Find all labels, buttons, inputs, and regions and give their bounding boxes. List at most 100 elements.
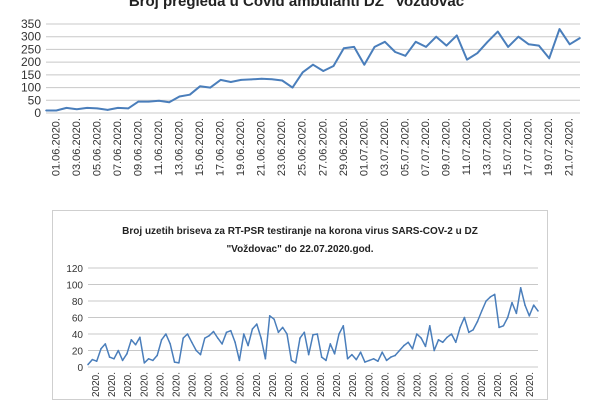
c2-data-point (433, 349, 435, 352)
c2-y-tick-label: 100 (66, 281, 83, 292)
c1-x-tick-label: 01.07.2020. (358, 118, 370, 176)
c1-x-tick-label: 09.06.2020. (132, 118, 144, 176)
c1-x-tick-label: 15.07.2020. (502, 118, 514, 176)
c2-y-tick-label: 120 (66, 264, 83, 275)
c1-data-point (445, 44, 448, 47)
c2-data-point (316, 333, 319, 335)
c2-data-point (485, 300, 487, 302)
c2-data-point (442, 341, 444, 344)
c1-x-tick-label: 27.06.2020. (317, 118, 329, 176)
c2-data-point (359, 351, 362, 353)
c1-data-point (476, 52, 479, 55)
c1-data-point (76, 108, 78, 110)
c2-x-tick-label: 2020. (91, 372, 102, 397)
c2-data-point (498, 326, 500, 329)
c1-x-tick-label: 13.07.2020. (482, 118, 494, 176)
c2-data-point (87, 363, 89, 366)
c2-data-point (463, 316, 466, 319)
c1-data-point (55, 109, 58, 112)
c2-data-point (212, 330, 215, 333)
c1-y-tick-label: 100 (21, 81, 41, 95)
c2-data-point (364, 361, 366, 363)
c2-data-point (429, 324, 431, 327)
c1-data-point (96, 107, 99, 110)
c2-data-point (156, 354, 159, 357)
c2-data-point (273, 318, 275, 320)
c2-data-point (346, 357, 349, 360)
c2-data-point (372, 357, 375, 360)
c2-data-point (294, 362, 297, 364)
c2-data-point (238, 359, 241, 362)
c1-y-tick-label: 300 (21, 30, 41, 44)
c2-data-point (173, 361, 176, 363)
c1-data-point (435, 35, 438, 38)
c2-data-point (342, 324, 345, 327)
c2-data-point (329, 343, 332, 345)
c2-data-point (264, 357, 267, 360)
c2-data-point (286, 333, 288, 335)
c1-x-tick-label: 11.07.2020. (461, 118, 473, 175)
c2-x-tick-label: 2020. (123, 372, 134, 397)
c2-data-point (225, 331, 228, 334)
c2-data-point (502, 324, 505, 327)
c2-data-point (182, 337, 184, 339)
c2-y-tick-label: 20 (72, 347, 84, 358)
c2-x-tick-label: 2020. (268, 372, 279, 397)
c1-y-tick-label: 200 (21, 55, 41, 69)
c1-data-point (548, 57, 550, 60)
c2-data-point (303, 331, 306, 334)
c1-data-point (425, 46, 427, 48)
c1-data-point (363, 63, 366, 66)
c2-data-point (277, 331, 280, 334)
c2-data-point (493, 293, 496, 296)
c2-x-tick-label: 2020. (396, 372, 407, 397)
c2-data-point (169, 343, 172, 345)
c1-data-point (86, 107, 88, 109)
c2-data-point (126, 353, 128, 355)
c1-x-tick-label: 29.06.2020. (338, 118, 350, 176)
c2-data-point (217, 337, 219, 339)
c2-data-point (229, 329, 232, 332)
c2-data-point (351, 353, 353, 356)
c1-data-point (188, 93, 191, 96)
c1-y-tick-label: 0 (34, 106, 41, 120)
c2-data-point (320, 356, 323, 358)
c1-x-tick-label: 17.06.2020. (215, 118, 227, 176)
c1-data-point (147, 100, 150, 103)
c2-data-point (208, 334, 210, 337)
c1-data-point (230, 81, 232, 83)
c2-x-tick-label: 2020. (412, 372, 423, 397)
c2-data-point (199, 353, 202, 356)
c1-data-point (517, 35, 520, 38)
chart-swabs-y-axis: 0 20 40 60 80 100 120 (66, 264, 83, 374)
c2-data-point (355, 358, 358, 361)
c2-data-point (108, 356, 111, 358)
c2-data-point (221, 343, 223, 345)
c2-data-point (420, 337, 422, 339)
c2-x-tick-label: 2020. (380, 372, 391, 397)
c2-data-point (394, 354, 397, 357)
c2-data-point (147, 357, 150, 360)
c1-x-tick-label: 13.06.2020. (174, 118, 186, 176)
c2-x-tick-label: 2020. (477, 372, 488, 397)
c2-data-point (307, 353, 310, 356)
c2-data-point (532, 304, 535, 306)
c1-series-line (46, 28, 581, 112)
chart-visits-x-axis: 01.06.2020. 03.06.2020. 05.06.2020. 07.06.2… (50, 118, 575, 176)
c2-data-point (338, 333, 340, 335)
c1-data-point (497, 30, 499, 33)
c2-data-point (130, 338, 133, 341)
c2-data-point (424, 345, 427, 348)
c1-data-point (301, 71, 304, 74)
c2-data-point (390, 356, 392, 358)
c2-data-point (113, 357, 115, 360)
c1-data-point (384, 41, 386, 43)
c1-data-point (455, 34, 458, 37)
c2-data-point (191, 341, 193, 344)
c2-y-tick-label: 60 (72, 314, 84, 325)
c2-data-point (104, 343, 107, 345)
c2-data-point (134, 343, 137, 346)
c2-y-tick-label: 0 (77, 363, 83, 374)
c1-x-tick-label: 07.07.2020. (420, 118, 432, 176)
